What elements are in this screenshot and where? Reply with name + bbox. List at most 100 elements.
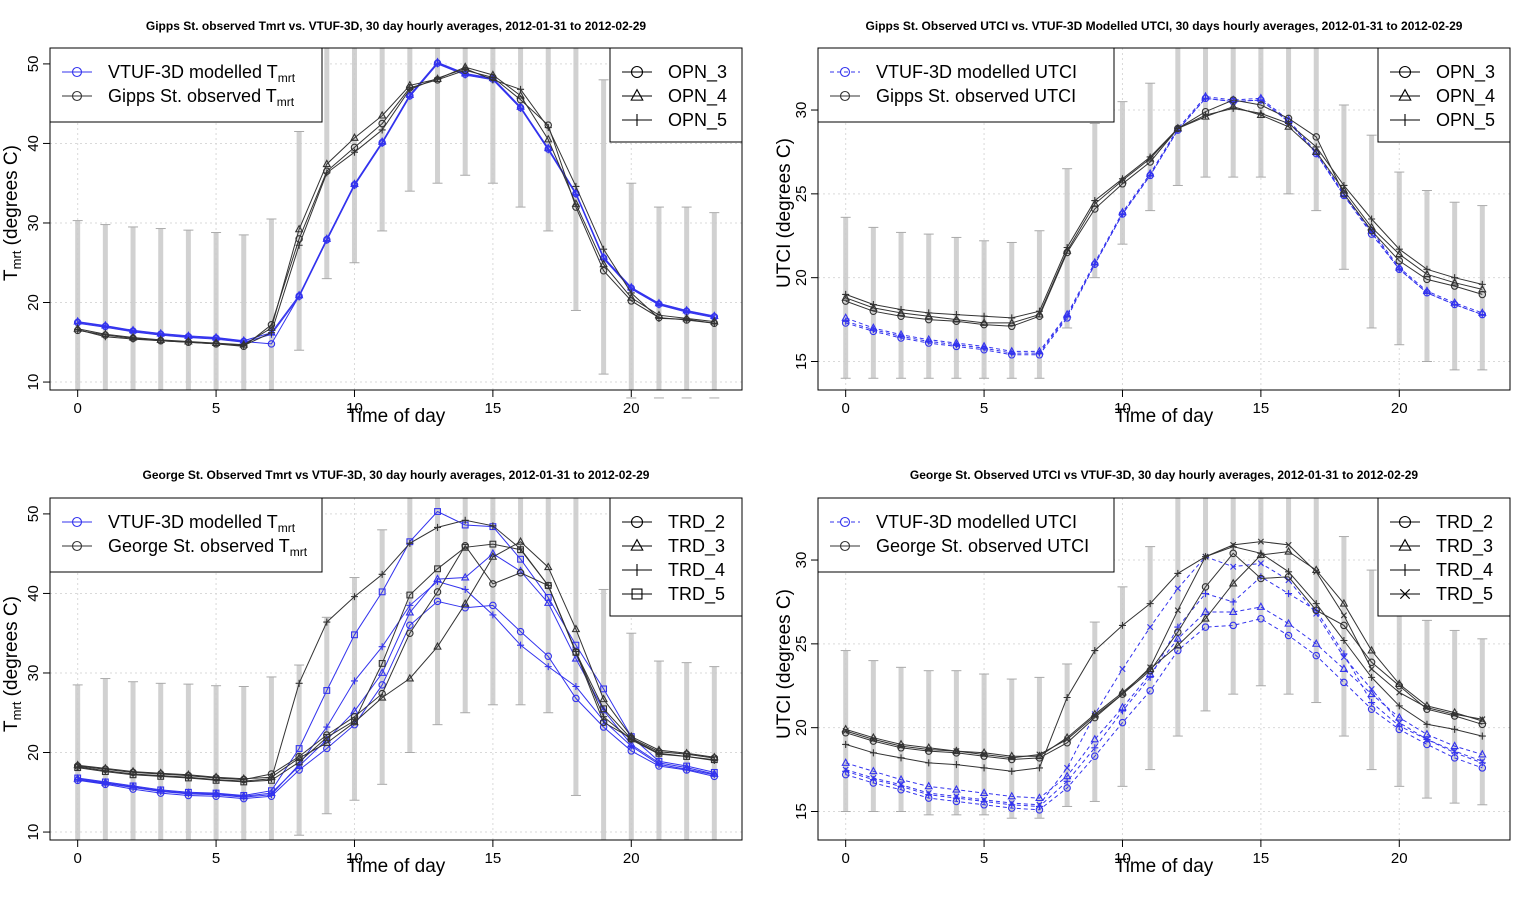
model-series-line bbox=[845, 556, 1483, 806]
series-point bbox=[1035, 307, 1043, 315]
series-point bbox=[1257, 574, 1265, 583]
series-point bbox=[295, 241, 303, 249]
legend-marker bbox=[1398, 88, 1412, 101]
series-point bbox=[571, 199, 581, 207]
series-point bbox=[1340, 650, 1348, 658]
series-point bbox=[1284, 546, 1293, 555]
series-point bbox=[544, 663, 552, 671]
series-point bbox=[1146, 600, 1154, 608]
x-tick-label: 0 bbox=[74, 400, 82, 417]
series-point bbox=[405, 673, 415, 682]
panel-gipps-utci: 0 5 10 15 20 15 20 25 30 VTUF-3D modelled UTCI Gip… bbox=[774, 19, 1511, 427]
error-bar bbox=[1119, 586, 1125, 787]
error-bar bbox=[130, 226, 136, 390]
plot-frame bbox=[49, 47, 743, 391]
series-point bbox=[433, 641, 442, 650]
series-point bbox=[1036, 801, 1043, 808]
legend-marker bbox=[839, 90, 851, 102]
error-bar bbox=[898, 232, 904, 379]
x-tick-label: 20 bbox=[1391, 850, 1408, 867]
y-axis-label: Tmrt (degrees C) bbox=[1, 145, 24, 281]
series-point bbox=[378, 681, 386, 689]
series-point bbox=[1091, 712, 1098, 720]
series-point bbox=[1478, 290, 1487, 299]
series-point bbox=[488, 548, 498, 557]
error-bar bbox=[1313, 48, 1319, 211]
series-point bbox=[1451, 748, 1458, 755]
series-point bbox=[1395, 265, 1403, 273]
series-point bbox=[1035, 764, 1043, 772]
series-point bbox=[184, 774, 192, 782]
series-point bbox=[322, 738, 332, 746]
error-bar bbox=[158, 683, 164, 840]
series-point bbox=[1450, 741, 1459, 750]
axes: 0 5 10 15 20 15 20 25 30 bbox=[793, 102, 1408, 417]
series-point bbox=[434, 523, 442, 531]
error-bar bbox=[213, 685, 219, 840]
series-point bbox=[683, 315, 691, 323]
series-point bbox=[157, 772, 165, 780]
series-point bbox=[1118, 175, 1126, 183]
series-point bbox=[350, 677, 358, 685]
observed-series-line bbox=[77, 543, 715, 783]
series-point bbox=[1311, 639, 1321, 647]
series-point bbox=[294, 753, 304, 762]
series-point bbox=[378, 660, 386, 667]
series-point bbox=[184, 338, 192, 346]
series-point bbox=[1394, 679, 1404, 688]
legend-marker bbox=[631, 588, 643, 600]
series-point bbox=[710, 756, 718, 764]
series-point bbox=[952, 761, 960, 769]
series-point bbox=[1147, 664, 1154, 671]
error-bar bbox=[1036, 677, 1042, 819]
series-point bbox=[377, 668, 387, 676]
legend-box bbox=[1377, 497, 1511, 617]
legend-label: TRD_5 bbox=[668, 584, 725, 605]
error-bar bbox=[407, 48, 413, 192]
series-point bbox=[869, 749, 877, 757]
series-point bbox=[599, 694, 608, 703]
series-point bbox=[1284, 121, 1293, 130]
legend-marker bbox=[1398, 538, 1412, 551]
legend-left: VTUF-3D modelled UTCI George St. observed… bbox=[817, 497, 1115, 573]
series-point bbox=[406, 85, 414, 93]
series-point bbox=[517, 555, 524, 563]
legend-label: VTUF-3D modelled UTCI bbox=[876, 62, 1077, 82]
observed-series-line bbox=[77, 519, 715, 782]
x-tick-label: 5 bbox=[980, 400, 988, 417]
legend-label: George St. observed UTCI bbox=[876, 536, 1089, 556]
series-group bbox=[841, 91, 1487, 359]
series-point bbox=[1035, 309, 1044, 318]
series-point bbox=[378, 570, 386, 578]
series-point bbox=[1257, 549, 1265, 557]
series-point bbox=[488, 552, 498, 560]
series-point bbox=[627, 742, 635, 750]
y-tick-label: 25 bbox=[793, 636, 810, 653]
series-point bbox=[1394, 712, 1404, 721]
series-point bbox=[516, 566, 525, 575]
series-point bbox=[980, 764, 988, 772]
series-point bbox=[377, 110, 387, 119]
series-point bbox=[1118, 621, 1126, 629]
series-point bbox=[544, 652, 552, 661]
series-point bbox=[323, 687, 331, 694]
series-point bbox=[406, 539, 414, 547]
legend-marker bbox=[630, 515, 644, 529]
series-point bbox=[1340, 621, 1348, 630]
series-point bbox=[1008, 754, 1015, 761]
series-point bbox=[1146, 171, 1154, 179]
error-bar bbox=[268, 676, 274, 840]
series-point bbox=[378, 643, 386, 651]
series-point bbox=[406, 591, 414, 599]
x-axis-label: Time of day bbox=[347, 406, 446, 427]
series-point bbox=[869, 326, 877, 334]
error-bar bbox=[1396, 601, 1402, 787]
panel-title: Gipps St. Observed UTCI vs. VTUF-3D Mode… bbox=[866, 19, 1463, 33]
error-bar bbox=[1230, 498, 1236, 695]
series-point bbox=[627, 289, 635, 297]
y-tick-label: 25 bbox=[793, 186, 810, 203]
series-point bbox=[1064, 764, 1071, 772]
series-point bbox=[1368, 673, 1376, 681]
